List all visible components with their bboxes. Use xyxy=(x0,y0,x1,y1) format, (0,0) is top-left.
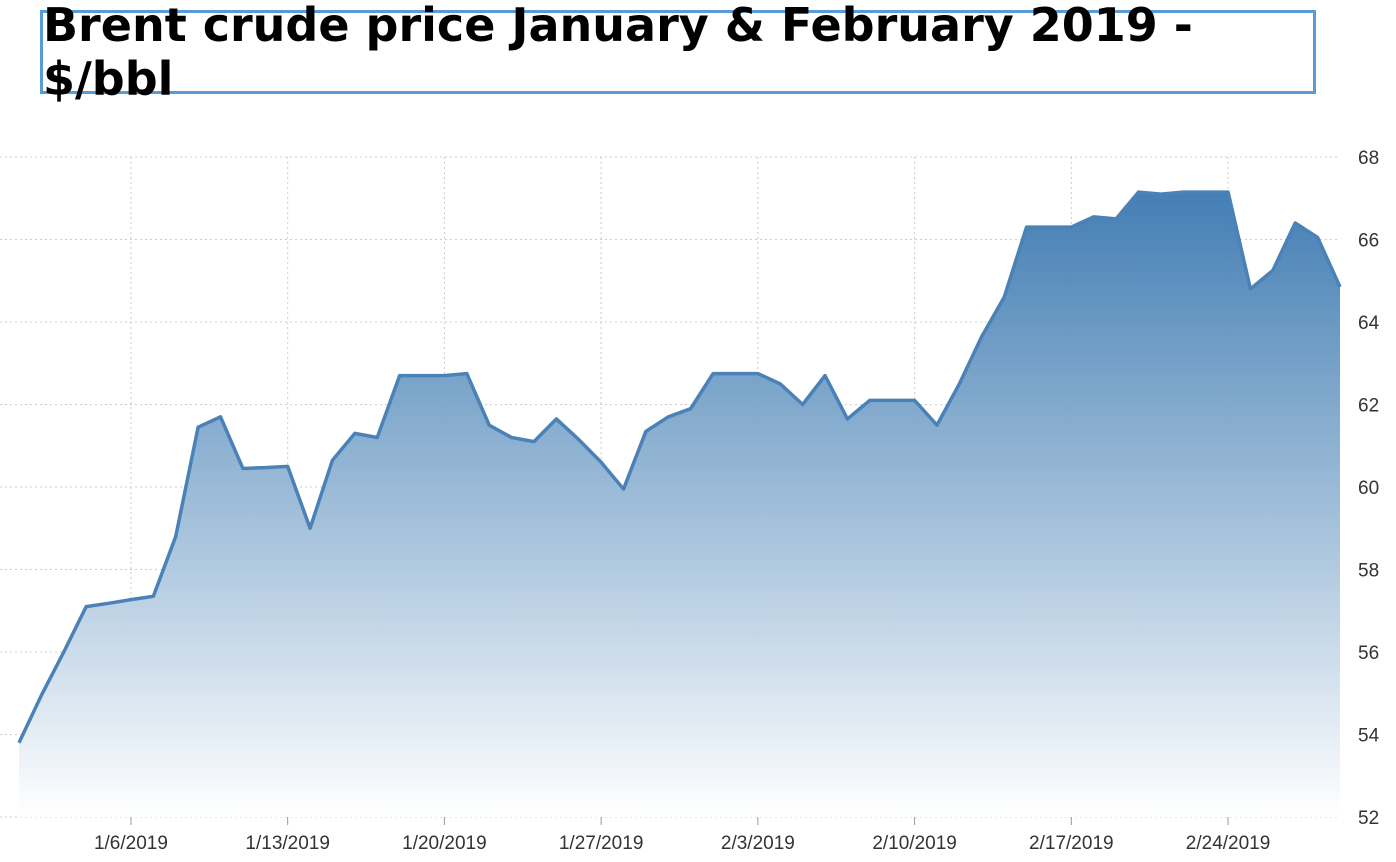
y-tick-label: 58 xyxy=(1358,561,1379,582)
area-fill xyxy=(19,192,1340,817)
y-tick-label: 56 xyxy=(1358,643,1379,664)
y-tick-label: 68 xyxy=(1358,148,1379,169)
y-tick-label: 52 xyxy=(1358,808,1379,829)
y-tick-label: 64 xyxy=(1358,313,1380,334)
y-tick-label: 54 xyxy=(1358,726,1380,747)
x-tick-label: 1/6/2019 xyxy=(94,833,168,854)
chart-title: Brent crude price January & February 201… xyxy=(40,0,1316,106)
line xyxy=(17,190,1342,744)
x-tick-label: 2/3/2019 xyxy=(721,833,795,854)
y-tick-label: 60 xyxy=(1358,478,1379,499)
x-tick-label: 1/20/2019 xyxy=(402,833,487,854)
y-tick-label: 66 xyxy=(1358,231,1379,252)
x-tick-label: 2/24/2019 xyxy=(1186,833,1271,854)
x-tick-label: 1/13/2019 xyxy=(245,833,330,854)
x-tick-label: 2/17/2019 xyxy=(1029,833,1114,854)
x-tick-label: 2/10/2019 xyxy=(872,833,957,854)
x-tick-label: 1/27/2019 xyxy=(559,833,644,854)
y-tick-label: 62 xyxy=(1358,396,1379,417)
